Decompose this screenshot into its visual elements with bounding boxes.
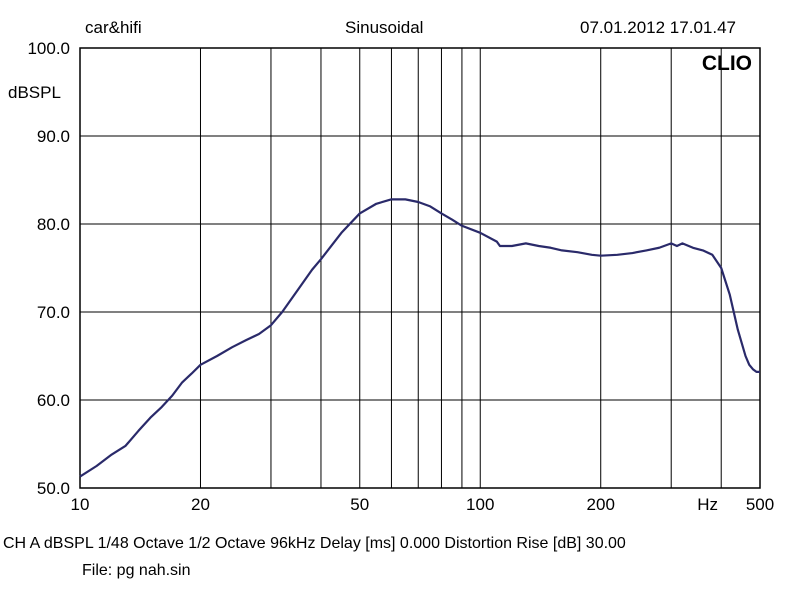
footer-line2: File: pg nah.sin: [82, 562, 191, 580]
svg-text:10: 10: [71, 495, 90, 514]
svg-text:90.0: 90.0: [37, 127, 70, 146]
svg-text:100.0: 100.0: [27, 39, 70, 58]
footer-line1: CH A dBSPL 1/48 Octave 1/2 Octave 96kHz …: [3, 535, 626, 553]
svg-text:60.0: 60.0: [37, 391, 70, 410]
svg-text:Hz: Hz: [697, 495, 718, 514]
frequency-response-chart: 50.0 60.0 70.0 80.0 90.0 100.0 dBSPL 10 20 50 100 2…: [0, 0, 800, 597]
svg-text:20: 20: [191, 495, 210, 514]
svg-text:dBSPL: dBSPL: [8, 83, 61, 102]
svg-text:50: 50: [350, 495, 369, 514]
svg-text:80.0: 80.0: [37, 215, 70, 234]
svg-text:100: 100: [466, 495, 494, 514]
svg-text:50.0: 50.0: [37, 479, 70, 498]
svg-text:200: 200: [587, 495, 615, 514]
svg-text:500: 500: [746, 495, 774, 514]
svg-text:CLIO: CLIO: [702, 52, 752, 75]
svg-text:70.0: 70.0: [37, 303, 70, 322]
